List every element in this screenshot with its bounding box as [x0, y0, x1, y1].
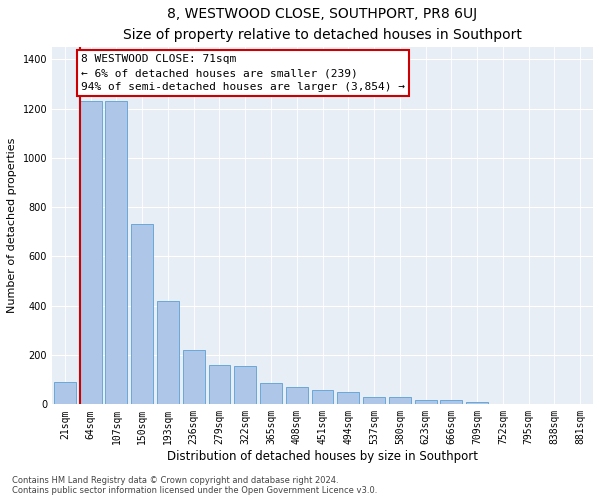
Bar	[183, 350, 205, 405]
Bar	[157, 301, 179, 405]
Bar	[363, 398, 385, 404]
Bar	[286, 387, 308, 404]
Bar	[260, 384, 282, 404]
Bar	[106, 101, 127, 404]
Title: 8, WESTWOOD CLOSE, SOUTHPORT, PR8 6UJ
Size of property relative to detached hous: 8, WESTWOOD CLOSE, SOUTHPORT, PR8 6UJ Si…	[123, 7, 522, 42]
Text: 8 WESTWOOD CLOSE: 71sqm
← 6% of detached houses are smaller (239)
94% of semi-de: 8 WESTWOOD CLOSE: 71sqm ← 6% of detached…	[81, 54, 405, 92]
Bar	[54, 382, 76, 404]
Bar	[389, 398, 411, 404]
Bar	[209, 365, 230, 405]
X-axis label: Distribution of detached houses by size in Southport: Distribution of detached houses by size …	[167, 450, 478, 463]
Bar	[80, 101, 101, 404]
Bar	[466, 402, 488, 404]
Bar	[440, 400, 462, 404]
Bar	[131, 224, 153, 404]
Bar	[337, 392, 359, 404]
Bar	[311, 390, 334, 404]
Bar	[415, 400, 437, 404]
Y-axis label: Number of detached properties: Number of detached properties	[7, 138, 17, 314]
Text: Contains HM Land Registry data © Crown copyright and database right 2024.
Contai: Contains HM Land Registry data © Crown c…	[12, 476, 377, 495]
Bar	[234, 366, 256, 405]
